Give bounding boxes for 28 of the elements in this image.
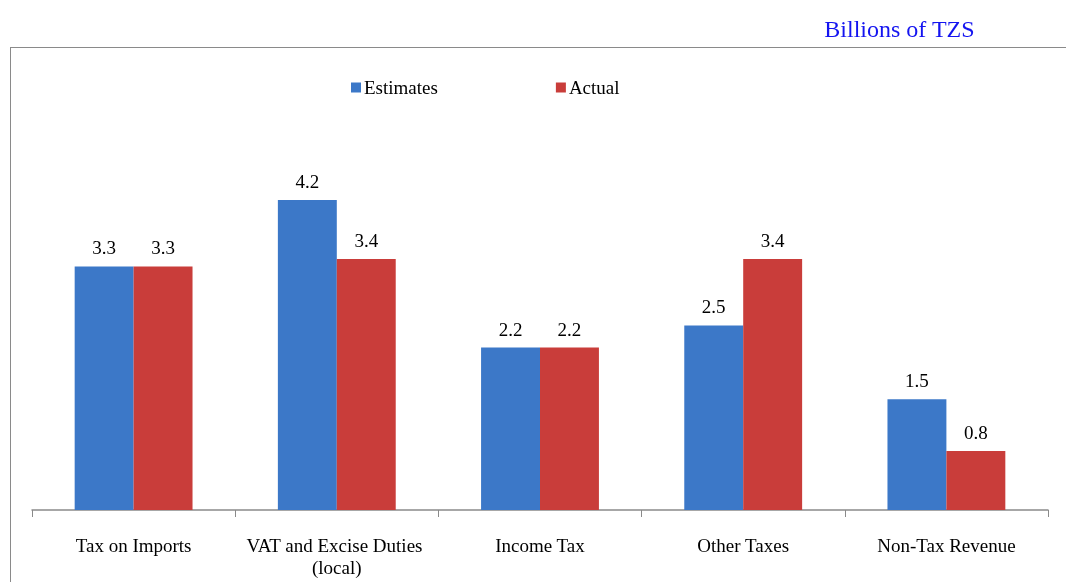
legend-label: Actual (568, 77, 620, 98)
x-tick-label: Tax on Imports (75, 534, 192, 556)
data-label: 3.3 (151, 237, 175, 259)
x-tick-label: Income Tax (495, 534, 586, 556)
data-label: 0.8 (963, 421, 988, 443)
data-label: 2.5 (701, 296, 726, 318)
x-tick-label: VAT and Excise Duties (local) (246, 534, 428, 579)
data-label: 3.3 (92, 237, 117, 259)
data-label: 4.2 (295, 171, 320, 192)
data-label: 3.4 (354, 230, 379, 252)
bar (540, 347, 599, 510)
bar (887, 399, 947, 510)
bar (74, 266, 134, 510)
x-tick-label: Other Taxes (697, 534, 790, 556)
data-label: 2.2 (498, 318, 523, 340)
bar (336, 259, 396, 510)
bar (684, 325, 744, 510)
bar (481, 347, 540, 510)
chart-title: Billions of TZS (824, 16, 975, 42)
bar (133, 266, 193, 510)
data-label: 2.2 (557, 318, 582, 340)
data-label: 1.5 (905, 370, 929, 392)
legend-label: Estimates (364, 77, 438, 98)
bar (743, 259, 803, 510)
bar (946, 450, 1006, 510)
data-label: 3.4 (760, 230, 786, 252)
bar (277, 200, 337, 510)
x-tick-label: Non-Tax Revenue (877, 534, 1016, 556)
